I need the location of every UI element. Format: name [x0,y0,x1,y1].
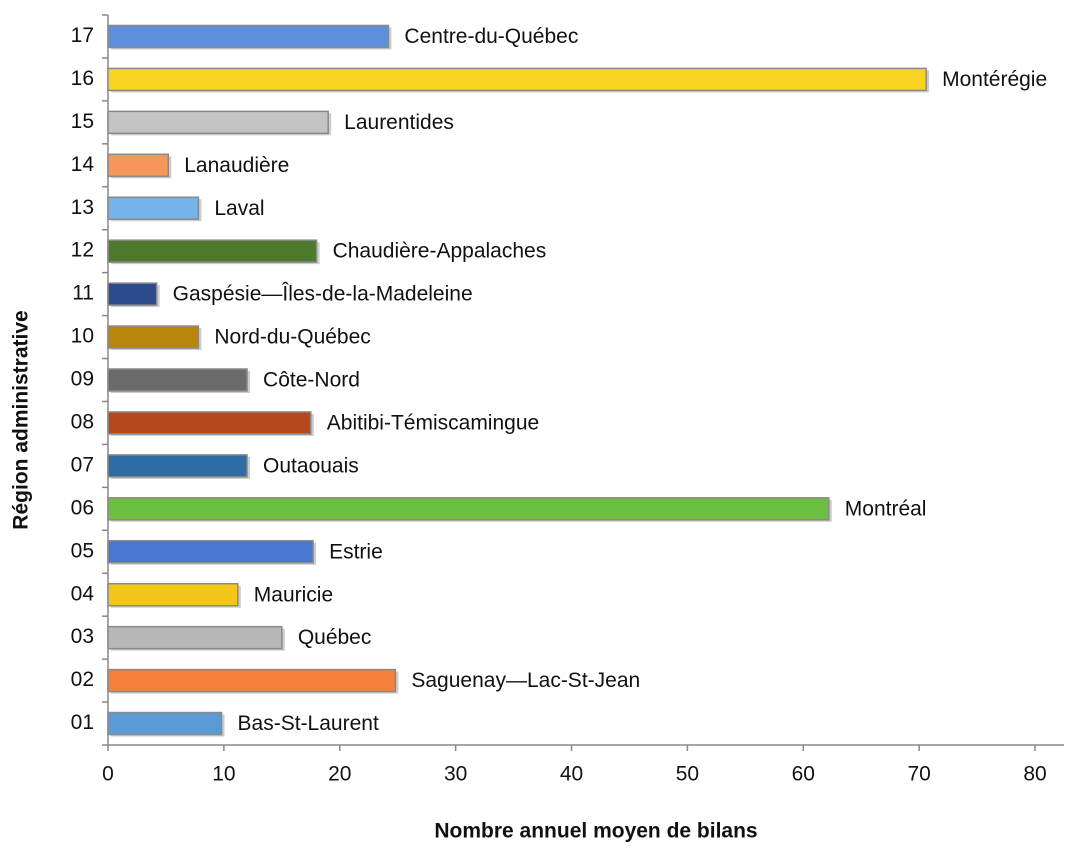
x-tick-label: 10 [212,763,235,786]
bar-label: Mauricie [254,583,333,606]
bar-label: Nord-du-Québec [214,326,370,349]
y-tick-label: 01 [71,711,94,734]
y-tick-label: 12 [71,239,94,262]
y-tick-label: 09 [71,368,94,391]
x-tick-label: 60 [792,763,815,786]
x-tick-label: 70 [907,763,930,786]
bar-label: Montréal [845,497,927,520]
bar [107,411,312,435]
y-tick-label: 17 [71,24,94,47]
y-tick-label: 15 [71,110,94,133]
bar-label: Côte-Nord [263,369,360,392]
bar-label: Bas-St-Laurent [238,712,379,735]
y-tick-label: 13 [71,196,94,219]
bar-label: Chaudière-Appalaches [333,240,547,263]
x-tick-label: 80 [1023,763,1046,786]
bar [107,24,390,49]
y-tick-label: 04 [71,582,95,605]
bar-label: Centre-du-Québec [404,25,578,48]
x-tick-label: 40 [560,763,583,786]
bar [107,497,830,521]
bar-label: Estrie [329,540,383,563]
bar [107,196,200,220]
x-tick-label: 30 [444,763,467,786]
y-tick-label: 10 [71,325,94,348]
bar [107,110,329,135]
bar [107,668,397,693]
bar [107,239,318,263]
y-tick-label: 16 [71,67,94,90]
bar-label: Saguenay—Lac-St-Jean [411,669,640,692]
bar [107,282,158,306]
bar [107,325,200,349]
x-tick-label: 50 [676,763,699,786]
y-tick-label: 03 [71,625,94,648]
bar-label: Québec [298,626,372,649]
y-tick-label: 14 [71,153,95,176]
bar [107,368,248,392]
y-axis-label: Région administrative [10,310,33,529]
bar-label: Gaspésie—Îles-de-la-Madeleine [173,283,473,306]
x-tick-label: 20 [328,763,351,786]
bar-label: Lanaudière [184,154,289,177]
bar [107,582,239,607]
bar-label: Laurentides [344,111,454,134]
x-tick-label: 0 [102,763,114,786]
bar [107,67,927,92]
y-tick-label: 06 [71,496,94,519]
bar [107,153,170,178]
bar-label: Laval [214,197,264,220]
y-tick-label: 07 [71,453,94,476]
y-tick-label: 08 [71,410,94,433]
y-tick-label: 05 [71,539,94,562]
bar-label: Outaouais [263,454,359,477]
x-axis-label: Nombre annuel moyen de bilans [434,820,757,843]
bar [107,454,248,478]
y-tick-label: 02 [71,668,94,691]
bar [107,540,314,564]
bar [107,711,223,736]
y-tick-label: 11 [72,282,94,305]
bar [107,625,283,650]
bar-label: Montérégie [942,68,1047,91]
bar-label: Abitibi-Témiscamingue [327,411,539,434]
